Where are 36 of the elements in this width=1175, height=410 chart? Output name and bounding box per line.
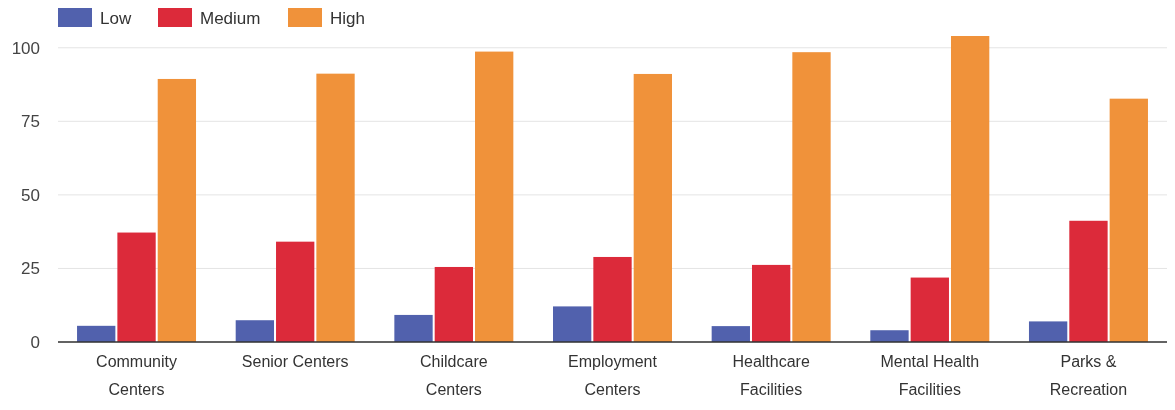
bar	[1109, 98, 1148, 342]
x-tick-label: Senior Centers	[241, 353, 349, 370]
x-tick-label: Community Centers	[96, 353, 177, 398]
bar	[553, 306, 592, 342]
bar	[1069, 220, 1108, 342]
bar	[475, 51, 514, 342]
bar	[394, 314, 433, 342]
bar	[910, 277, 949, 342]
bar	[434, 266, 473, 342]
bar	[792, 52, 831, 342]
bar	[633, 73, 672, 342]
x-tick-label: Parks & Recreation	[1049, 353, 1128, 398]
legend-label: High	[330, 8, 365, 28]
y-tick-label: 0	[30, 332, 40, 352]
x-tick-label: Childcare Centers	[420, 353, 488, 398]
bar	[276, 241, 315, 342]
bar	[235, 320, 275, 342]
legend-label: Low	[100, 8, 132, 28]
bar	[157, 78, 197, 342]
y-tick-label: 100	[11, 38, 40, 58]
bar	[593, 256, 632, 342]
bar	[711, 326, 750, 342]
bar	[77, 325, 116, 342]
bar	[117, 232, 156, 342]
x-tick-label: Employment Centers	[568, 353, 658, 398]
y-tick-label: 75	[21, 112, 40, 132]
y-tick-label: 50	[21, 185, 40, 205]
bar	[870, 330, 909, 342]
bar	[752, 264, 791, 342]
bar	[1028, 321, 1068, 342]
legend-label: Medium	[200, 8, 261, 28]
bar	[316, 73, 355, 342]
bar	[950, 36, 990, 342]
x-tick-label: Healthcare Facilities	[732, 353, 810, 398]
y-tick-label: 25	[21, 259, 40, 279]
x-tick-label: Mental Health Facilities	[880, 353, 980, 398]
